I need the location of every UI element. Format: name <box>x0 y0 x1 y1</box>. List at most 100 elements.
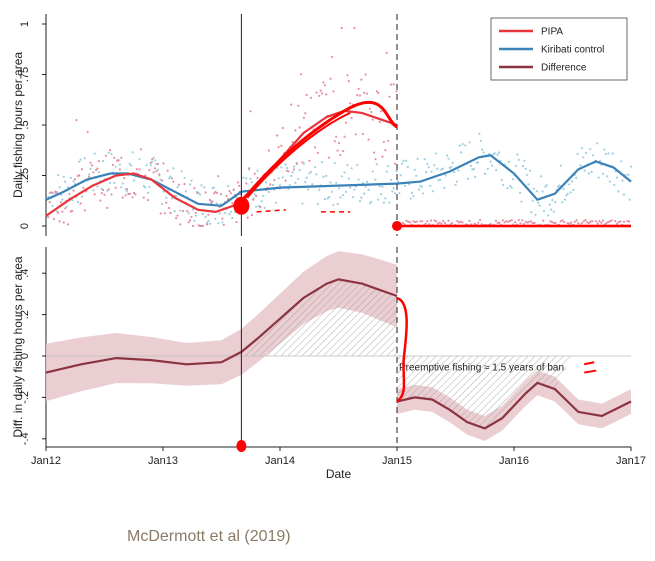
kiribati-dot <box>434 152 437 155</box>
legend: PIPA Kiribati control Difference <box>490 17 628 81</box>
pipa-dot <box>575 219 578 222</box>
pipa-dot <box>414 220 417 224</box>
pipa-dot <box>79 202 82 205</box>
pipa-dot <box>550 220 554 224</box>
kiribati-dot <box>455 180 458 183</box>
pipa-dot <box>531 222 534 225</box>
kiribati-dot <box>495 169 498 172</box>
kiribati-dot <box>353 188 356 191</box>
pipa-dot <box>443 221 447 225</box>
kiribati-dot <box>375 163 378 166</box>
kiribati-dot <box>388 201 391 204</box>
pipa-dot <box>211 200 214 203</box>
kiribati-dot <box>527 183 530 186</box>
pipa-dot <box>86 130 89 133</box>
kiribati-dot <box>349 186 352 189</box>
pipa-dot <box>246 216 249 219</box>
pipa-dot <box>177 183 180 186</box>
kiribati-dot <box>429 184 432 187</box>
pipa-dot <box>269 183 272 186</box>
pipa-dot <box>340 26 343 30</box>
pipa-dot <box>614 220 617 223</box>
bottom-xtick-label: Jan13 <box>148 455 178 467</box>
pipa-dot <box>47 216 50 219</box>
pipa-dot <box>281 126 284 130</box>
kiribati-dot <box>212 186 216 189</box>
kiribati-dot <box>521 165 525 168</box>
pipa-dot <box>298 126 301 129</box>
kiribati-dot <box>302 162 305 165</box>
ink-blob <box>392 221 402 231</box>
bottom-ytick-label: 0 <box>19 353 31 359</box>
kiribati-dot <box>145 164 148 167</box>
pipa-dot <box>248 167 251 170</box>
kiribati-dot <box>467 177 470 180</box>
kiribati-dot <box>169 175 172 178</box>
pipa-dot <box>290 103 293 106</box>
pipa-dot <box>373 151 376 154</box>
pipa-dot <box>607 221 610 224</box>
ink-blob <box>233 196 250 215</box>
pipa-dot <box>113 156 116 159</box>
kiribati-dot <box>156 168 159 171</box>
pipa-dot <box>350 117 353 120</box>
kiribati-dot <box>572 188 575 192</box>
pipa-dot <box>169 211 172 214</box>
kiribati-dot <box>538 204 541 207</box>
pipa-dot <box>208 198 211 201</box>
kiribati-dot <box>444 174 447 177</box>
kiribati-dot <box>399 174 402 177</box>
kiribati-dot <box>426 162 429 166</box>
pipa-dot <box>250 213 253 217</box>
pipa-dot <box>368 107 371 110</box>
kiribati-dot <box>458 144 461 147</box>
pipa-dot <box>459 220 462 223</box>
pipa-dot <box>552 221 555 225</box>
kiribati-dot <box>245 177 248 180</box>
kiribati-dot <box>391 190 394 193</box>
pipa-dot <box>580 222 584 225</box>
pipa-dot <box>146 199 150 202</box>
kiribati-dot <box>486 167 489 170</box>
kiribati-dot <box>271 183 275 186</box>
pipa-dot <box>561 219 564 222</box>
pipa-dot <box>365 92 369 95</box>
kiribati-dot <box>430 170 433 173</box>
pipa-dot <box>225 194 228 198</box>
pipa-dot <box>135 168 138 171</box>
bottom-xtick-label: Jan15 <box>382 455 412 467</box>
postban-hatched-area <box>397 356 573 429</box>
pipa-dot <box>172 180 175 183</box>
kiribati-dot <box>146 191 150 194</box>
pipa-dot <box>71 209 74 212</box>
pipa-dot <box>521 219 524 222</box>
kiribati-dot <box>403 184 407 187</box>
kiribati-dot <box>66 186 70 189</box>
pipa-dot <box>344 121 348 124</box>
pipa-dot <box>51 191 54 194</box>
kiribati-dot <box>548 203 551 206</box>
pipa-dot <box>407 220 410 223</box>
kiribati-dot <box>516 153 519 156</box>
pipa-dot <box>582 220 585 223</box>
pipa-dot <box>577 222 580 225</box>
kiribati-dot <box>309 170 312 173</box>
kiribati-dot <box>534 213 537 216</box>
kiribati-dot <box>394 192 397 195</box>
kiribati-dot <box>590 170 593 173</box>
kiribati-dot <box>208 222 211 225</box>
kiribati-dot <box>387 165 390 168</box>
pipa-dot <box>316 151 319 154</box>
kiribati-dot <box>519 191 522 194</box>
pipa-dot <box>156 162 159 166</box>
kiribati-dot <box>125 190 129 193</box>
pipa-dot <box>587 222 591 225</box>
pipa-dot <box>139 148 143 151</box>
kiribati-dot <box>264 181 268 184</box>
pipa-dot <box>253 172 256 175</box>
pipa-dot <box>473 222 476 225</box>
pipa-dot <box>408 221 411 224</box>
kiribati-dot <box>57 174 60 177</box>
pipa-dot <box>321 92 324 95</box>
pipa-dot <box>322 81 325 84</box>
